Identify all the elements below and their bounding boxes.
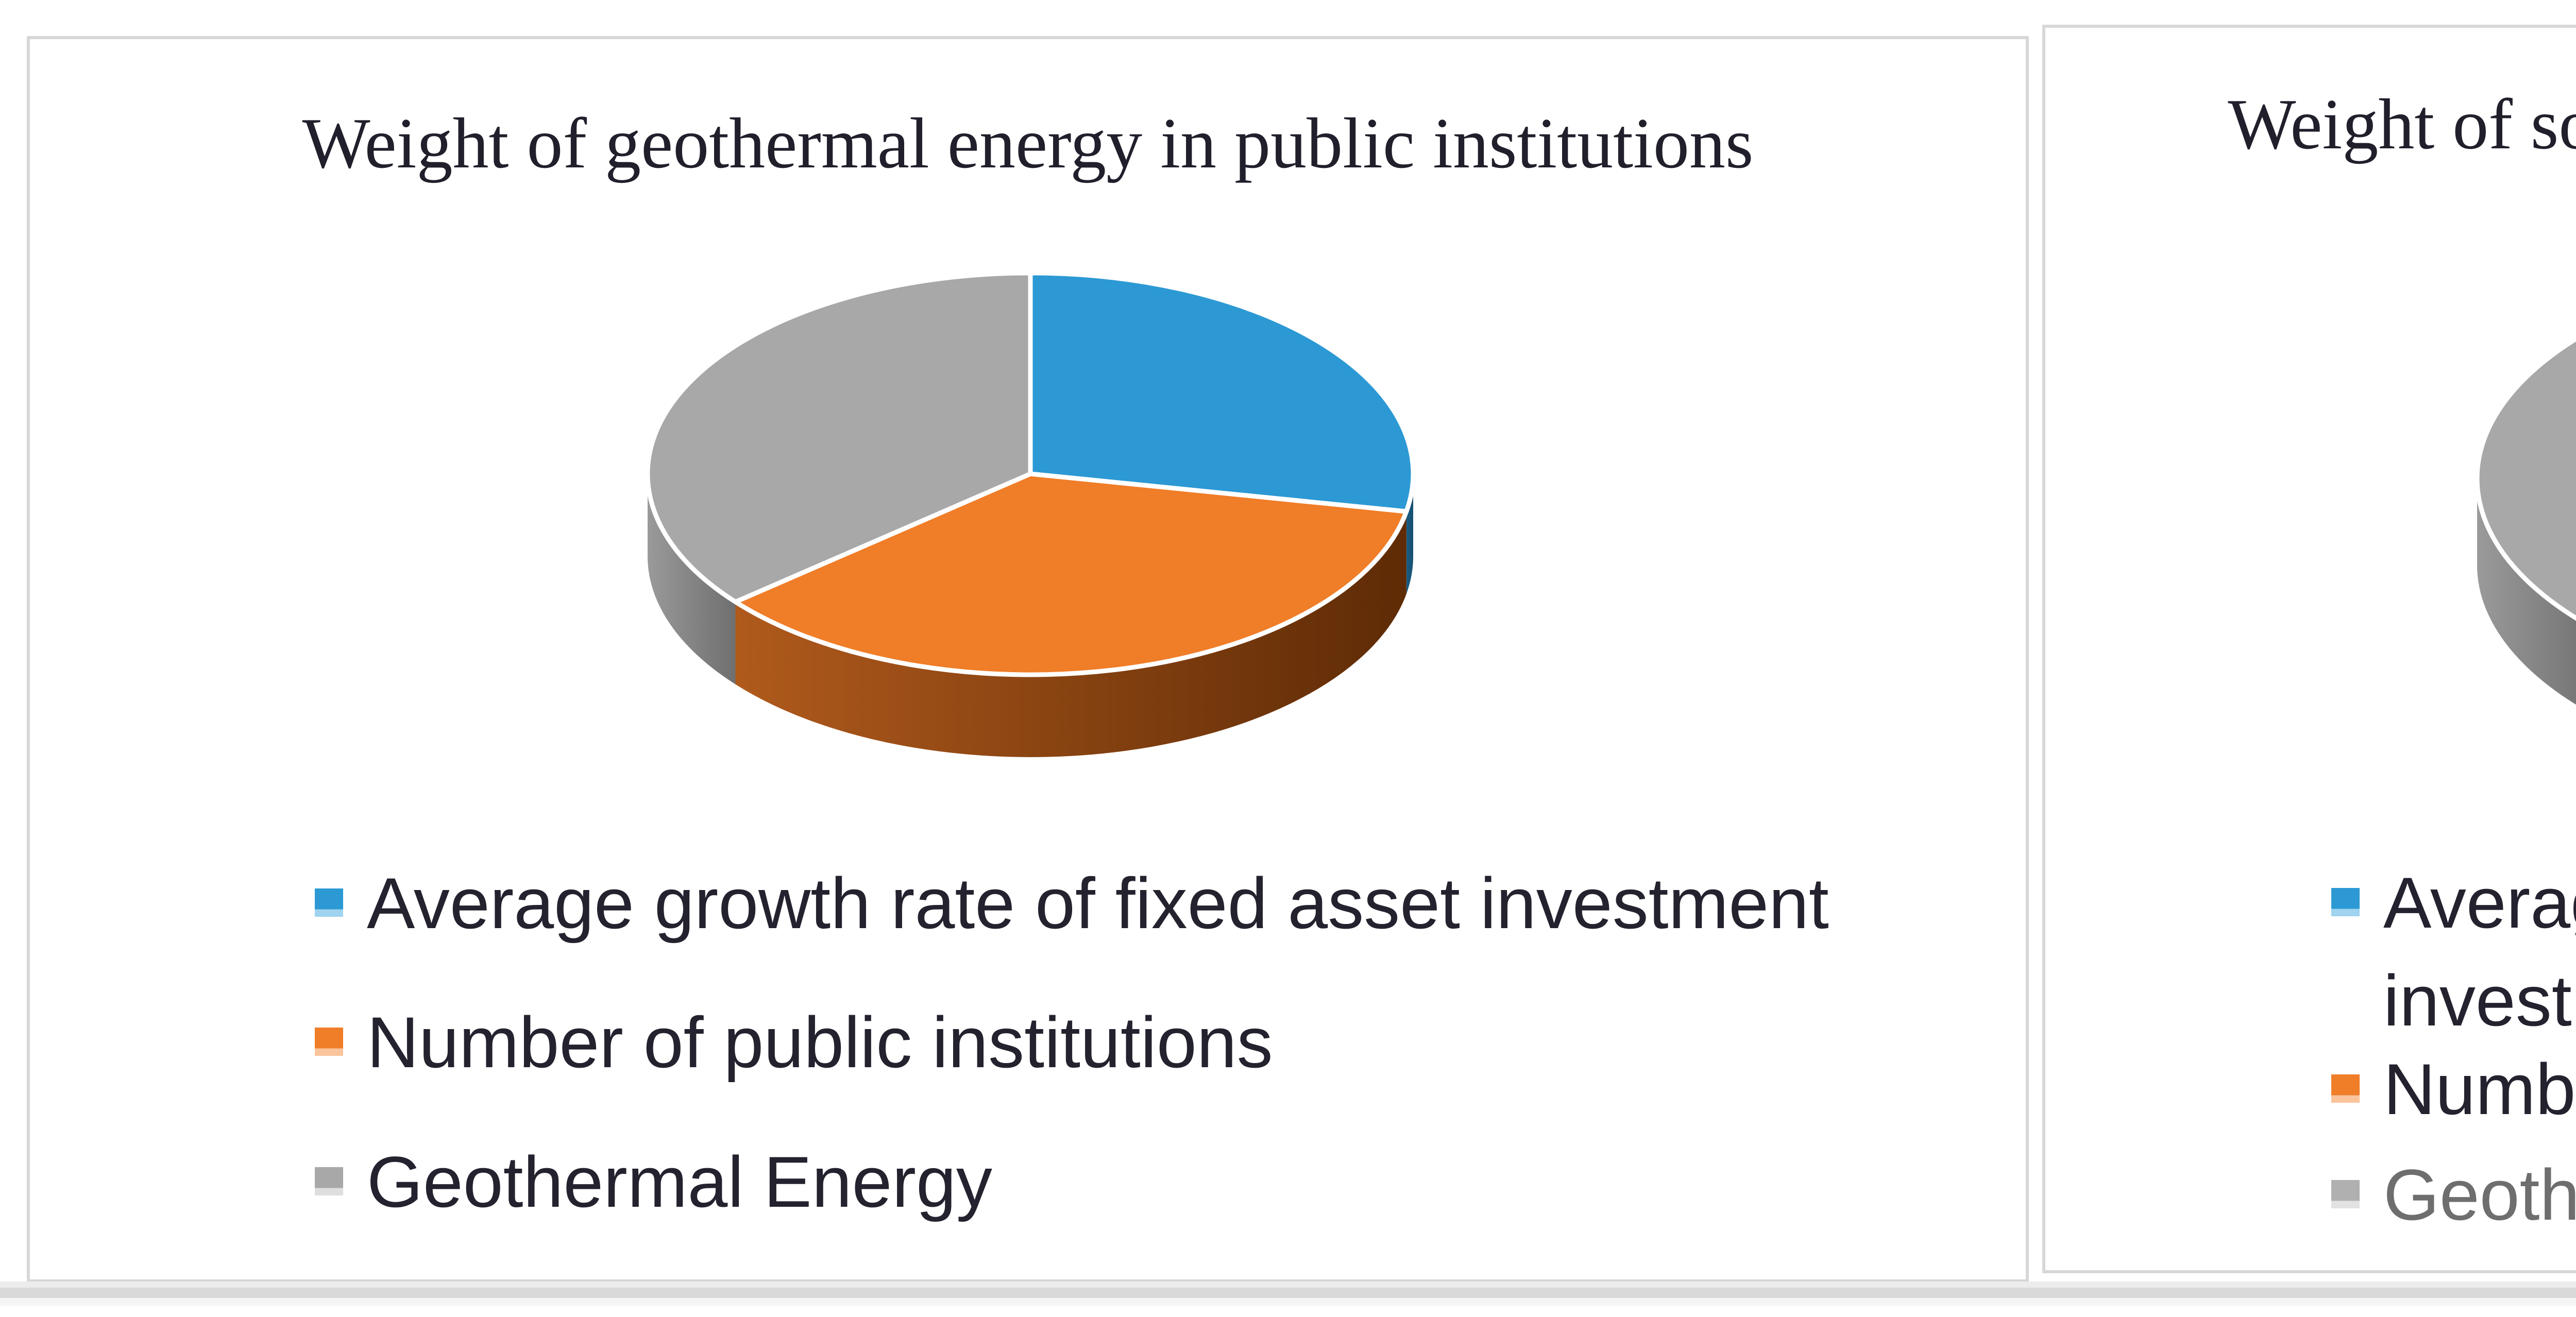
legend-marker-gray-icon: [2331, 1180, 2360, 1208]
legend-marker-blue-icon: [315, 888, 343, 917]
chart-panel-geothermal-inner: Weight of geothermal energy in public in…: [30, 39, 2026, 1279]
legend-item-public-institutions: Number of public institutions: [2331, 1040, 2576, 1138]
footer-strip-dark: [0, 1288, 2576, 1298]
chart-panel-solar: Weight of solar energy in public institu…: [2042, 25, 2576, 1273]
chart-title-geothermal: Weight of geothermal energy in public in…: [302, 104, 1754, 183]
legend-label: Geothermal Energy: [2383, 1154, 2576, 1235]
legend-item-fixed-asset: Average growth rate of fixed asset inves…: [315, 854, 1829, 952]
legend-marker-orange-icon: [315, 1028, 343, 1056]
chart-title-solar: Weight of solar energy in public institu…: [2228, 84, 2576, 164]
legend-label: Number of public institutions: [2383, 1049, 2576, 1130]
legend-item-public-institutions: Number of public institutions: [315, 994, 1273, 1091]
pie-chart-geothermal: [645, 270, 1416, 757]
legend-item-geothermal-energy: Geothermal Energy: [2331, 1146, 2576, 1244]
chart-panel-geothermal: Weight of geothermal energy in public in…: [27, 36, 2029, 1282]
legend-item-fixed-asset: Average growth rate of fixed asset inves…: [2331, 854, 2576, 1050]
pie-chart-solar: [2475, 336, 2576, 705]
legend-label: Geothermal Energy: [367, 1141, 992, 1222]
legend-label: Average growth rate of fixed asset inves…: [367, 863, 1829, 944]
legend-marker-blue-icon: [2331, 888, 2360, 916]
legend-marker-gray-icon: [315, 1167, 343, 1195]
legend-item-geothermal-energy: Geothermal Energy: [315, 1133, 992, 1231]
legend-label: Number of public institutions: [367, 1002, 1273, 1083]
chart-panel-solar-inner: Weight of solar energy in public institu…: [2045, 28, 2576, 1270]
footer-strip-light: [0, 1281, 2576, 1288]
legend-marker-orange-icon: [2331, 1074, 2360, 1103]
legend-label: Average growth rate of fixed asset inves…: [2383, 862, 2576, 1041]
footer-strip-pale: [0, 1298, 2576, 1306]
